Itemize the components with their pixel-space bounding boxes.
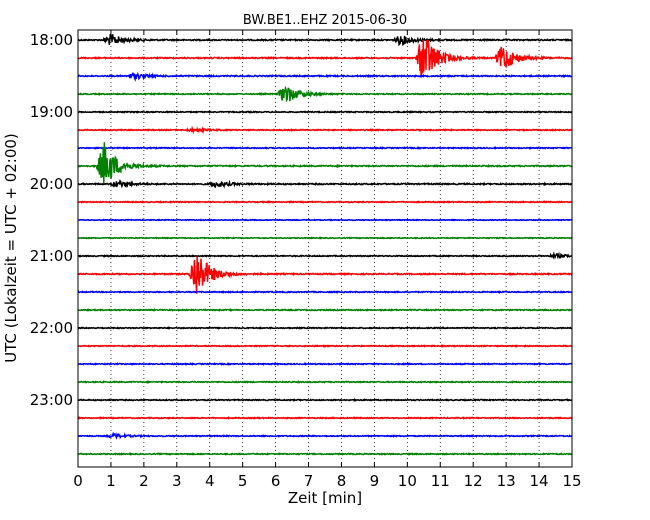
x-tick-label: 14 [530,472,549,490]
trace-2215 [77,344,573,348]
x-tick-label: 0 [73,472,83,490]
trace-1830 [77,71,573,82]
trace-2100 [77,251,573,260]
y-tick-label: 19:00 [30,103,73,121]
trace-2300 [77,398,573,402]
trace-2115 [77,256,573,294]
trace-1815 [77,38,573,77]
x-axis: 0 1 2 3 4 5 6 7 8 9 10 11 12 13 14 15 [73,30,582,490]
x-tick-label: 13 [497,472,516,490]
trace-2315 [77,416,573,420]
x-axis-label: Zeit [min] [288,489,362,507]
grid-lines [110,30,540,467]
x-tick-label: 8 [337,472,347,490]
trace-2030 [77,218,573,222]
x-tick-label: 11 [431,472,450,490]
plot-frame [77,29,573,468]
x-tick-label: 2 [139,472,149,490]
trace-1800 [77,33,573,47]
y-axis-label: UTC (Lokalzeit = UTC + 02:00) [2,133,20,363]
trace-2000 [77,178,573,189]
trace-2345 [77,452,573,457]
trace-2130 [77,290,573,295]
y-axis: 18:00 19:00 20:00 21:00 22:00 23:00 [30,31,572,409]
x-tick-label: 4 [205,472,215,490]
x-tick-label: 1 [106,472,116,490]
trace-2200 [77,326,573,330]
y-tick-label: 20:00 [30,175,73,193]
trace-2330 [77,431,573,440]
x-tick-label: 15 [562,472,581,490]
trace-group [77,33,573,457]
x-tick-label: 3 [172,472,182,490]
x-tick-label: 5 [238,472,248,490]
x-tick-label: 9 [370,472,380,490]
trace-2230 [77,362,573,366]
y-tick-label: 21:00 [30,247,73,265]
trace-2015 [77,200,573,204]
trace-1945 [77,142,573,185]
y-tick-label: 18:00 [30,31,73,49]
chart-title: BW.BE1..EHZ 2015-06-30 [243,13,407,28]
trace-2245 [77,380,573,384]
trace-2145 [77,308,573,312]
trace-1900 [77,110,573,114]
x-tick-label: 7 [304,472,314,490]
trace-2045 [77,236,573,240]
y-tick-label: 23:00 [30,391,73,409]
trace-1845 [77,85,573,103]
x-tick-label: 10 [398,472,417,490]
y-tick-label: 22:00 [30,319,73,337]
x-tick-label: 6 [271,472,281,490]
x-tick-label: 12 [464,472,483,490]
trace-1915 [77,125,573,135]
trace-1930 [77,146,573,150]
